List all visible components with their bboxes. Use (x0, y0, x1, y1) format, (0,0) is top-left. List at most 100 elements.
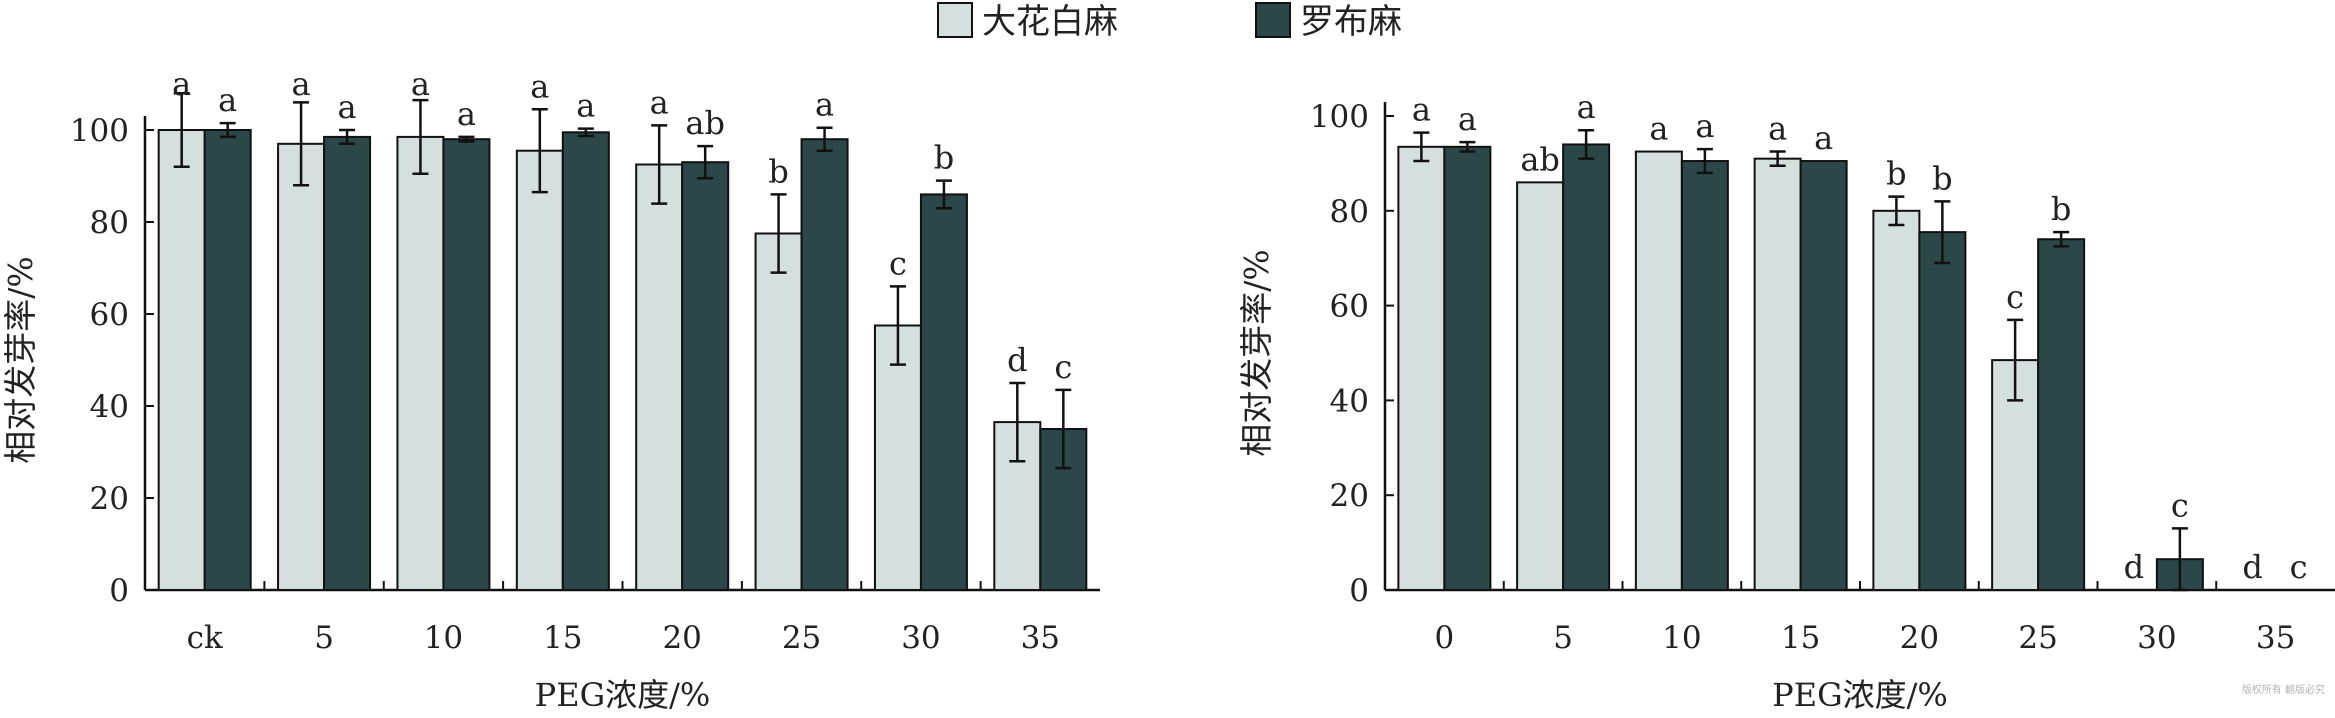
sig-label-s0-4: b (1886, 155, 1906, 193)
x-tick-label-2: 10 (424, 620, 463, 656)
bar-s0-5 (754, 232, 803, 591)
bar-s0-3 (515, 149, 564, 591)
y-tick-label-0: 0 (109, 573, 129, 609)
sig-label-s0-6: c (889, 244, 907, 282)
x-tick-label-3: 15 (1781, 620, 1820, 656)
bar-s1-3 (1799, 160, 1848, 591)
x-tick-label-2: 10 (1662, 620, 1701, 656)
x-tick-label-0: 0 (1435, 620, 1455, 656)
legend: 大花白麻 罗布麻 (937, 2, 1402, 42)
x-tick-label-5: 25 (2018, 620, 2057, 656)
sig-label-s1-3: a (576, 87, 595, 125)
bar-s1-3 (561, 131, 610, 592)
bar-s1-1 (323, 135, 372, 591)
sig-label-s1-7: c (1054, 348, 1072, 386)
sig-label-s1-1: a (338, 88, 357, 126)
x-tick-label-1: 5 (1553, 620, 1573, 656)
sig-label-s0-7: d (1007, 341, 1027, 379)
sig-label-s0-2: a (1649, 110, 1668, 148)
bar-s1-5 (800, 138, 849, 591)
sig-label-s1-7: c (2290, 548, 2308, 586)
sig-label-s1-5: b (2051, 190, 2071, 228)
y-tick-label-3: 60 (90, 297, 129, 333)
legend-item-0: 大花白麻 (937, 2, 1118, 42)
x-tick-label-7: 35 (2256, 620, 2295, 656)
bar-s1-2 (1680, 160, 1729, 591)
sig-label-s1-6: c (2171, 486, 2189, 524)
y-tick-label-1: 20 (1330, 478, 1369, 514)
legend-label-0: 大花白麻 (982, 2, 1118, 42)
x-tick-label-5: 25 (782, 620, 821, 656)
sig-label-s1-6: b (934, 139, 954, 177)
sig-label-s1-0: a (1458, 100, 1477, 138)
sig-label-s0-3: a (1768, 110, 1787, 148)
sig-label-s0-7: d (2242, 548, 2262, 586)
bar-s0-0 (1397, 145, 1446, 591)
y-tick-label-3: 60 (1330, 289, 1369, 325)
bar-s1-1 (1562, 143, 1611, 591)
sig-label-s1-1: a (1577, 88, 1596, 126)
y-tick-label-4: 80 (90, 205, 129, 241)
sig-label-s1-4: ab (685, 104, 725, 142)
bar-s1-5 (2037, 238, 2086, 592)
legend-item-1: 罗布麻 (1255, 2, 1402, 42)
y-tick-label-4: 80 (1330, 194, 1369, 230)
bar-s1-4 (681, 161, 730, 591)
legend-label-1: 罗布麻 (1300, 2, 1402, 42)
bar-s0-4 (1872, 209, 1921, 592)
y-tick-label-2: 40 (1330, 383, 1369, 419)
sig-label-s0-6: d (2124, 548, 2144, 586)
bar-s0-4 (635, 163, 684, 591)
bar-s0-3 (1753, 157, 1802, 591)
y-tick-label-2: 40 (90, 389, 129, 425)
sig-label-s1-3: a (1814, 119, 1833, 157)
bar-s0-1 (277, 142, 326, 592)
y-axis-title: 相对发芽率/% (1237, 249, 1276, 456)
watermark: 版权所有 翻版必究 (2242, 683, 2325, 696)
bar-s0-2 (1634, 150, 1683, 592)
bar-s1-0 (1443, 145, 1492, 591)
bar-s1-6 (919, 193, 968, 591)
x-tick-label-6: 30 (901, 620, 940, 656)
y-tick-label-5: 100 (1310, 99, 1369, 135)
bar-s0-2 (396, 135, 445, 591)
sig-label-s0-1: ab (1520, 140, 1560, 178)
sig-label-s0-5: c (2006, 278, 2024, 316)
x-tick-label-4: 20 (1900, 620, 1939, 656)
x-tick-label-6: 30 (2137, 620, 2176, 656)
bar-s0-7 (993, 421, 1042, 591)
sig-label-s1-0: a (218, 81, 237, 119)
sig-label-s1-5: a (815, 86, 834, 124)
sig-label-s1-2: a (1695, 107, 1714, 145)
bar-s0-1 (1516, 181, 1565, 592)
x-tick-label-4: 20 (662, 620, 701, 656)
sig-label-s0-0: a (172, 65, 191, 103)
x-axis-title: PEG浓度/% (535, 676, 711, 714)
y-tick-label-1: 20 (90, 481, 129, 517)
legend-swatch-0 (937, 2, 973, 38)
bar-s0-0 (157, 129, 206, 591)
sig-label-s0-5: b (768, 152, 788, 190)
sig-label-s0-0: a (1412, 91, 1431, 129)
sig-label-s0-4: a (650, 83, 669, 121)
x-tick-label-1: 5 (314, 620, 334, 656)
y-tick-label-5: 100 (70, 113, 129, 149)
bar-s1-0 (203, 129, 252, 591)
x-tick-label-7: 35 (1021, 620, 1060, 656)
sig-label-s1-2: a (457, 95, 476, 133)
x-tick-label-3: 15 (543, 620, 582, 656)
sig-label-s0-3: a (530, 67, 549, 105)
x-tick-label-0: ck (187, 620, 223, 656)
bar-s1-2 (442, 138, 491, 591)
sig-label-s0-2: a (411, 65, 430, 103)
x-axis-title: PEG浓度/% (1772, 676, 1948, 714)
legend-swatch-1 (1255, 2, 1291, 38)
sig-label-s0-1: a (292, 65, 311, 103)
y-axis-title: 相对发芽率/% (1, 256, 40, 463)
bar-s1-4 (1918, 231, 1967, 591)
sig-label-s1-4: b (1932, 159, 1952, 197)
y-tick-label-0: 0 (1349, 573, 1369, 609)
